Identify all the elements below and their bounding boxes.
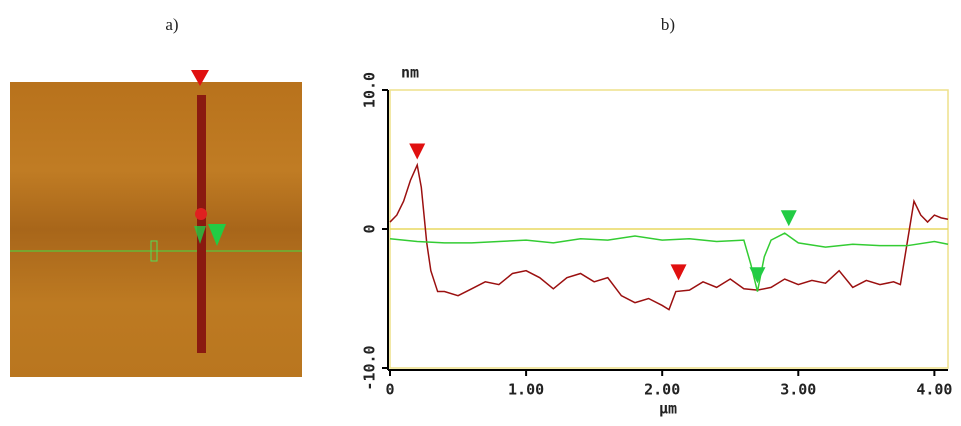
afm-image	[10, 70, 302, 377]
profile-line	[389, 232, 949, 292]
y-unit: nm	[401, 64, 419, 82]
x-tick-label: 0	[385, 381, 394, 399]
profile-line	[389, 162, 949, 311]
x-unit: µm	[659, 400, 677, 418]
x-tick-label: 4.00	[916, 381, 952, 399]
panel-label: b)	[661, 15, 675, 34]
cursor-marker	[749, 267, 766, 284]
y-tick-label: 10.0	[361, 72, 379, 108]
x-tick-label: 2.00	[644, 381, 680, 399]
panel-label: a)	[165, 15, 178, 34]
profile-chart: -10.0 0 10.0 0 1.00 2.00 3.00 4.00 nm µm	[361, 64, 953, 418]
cursor-marker	[780, 210, 797, 227]
cursor-marker	[670, 264, 687, 281]
x-tick-label: 1.00	[508, 381, 544, 399]
y-tick-label: -10.0	[361, 345, 379, 390]
x-tick-label: 3.00	[780, 381, 816, 399]
cursor-marker	[409, 143, 426, 160]
y-tick-label: 0	[361, 224, 379, 233]
